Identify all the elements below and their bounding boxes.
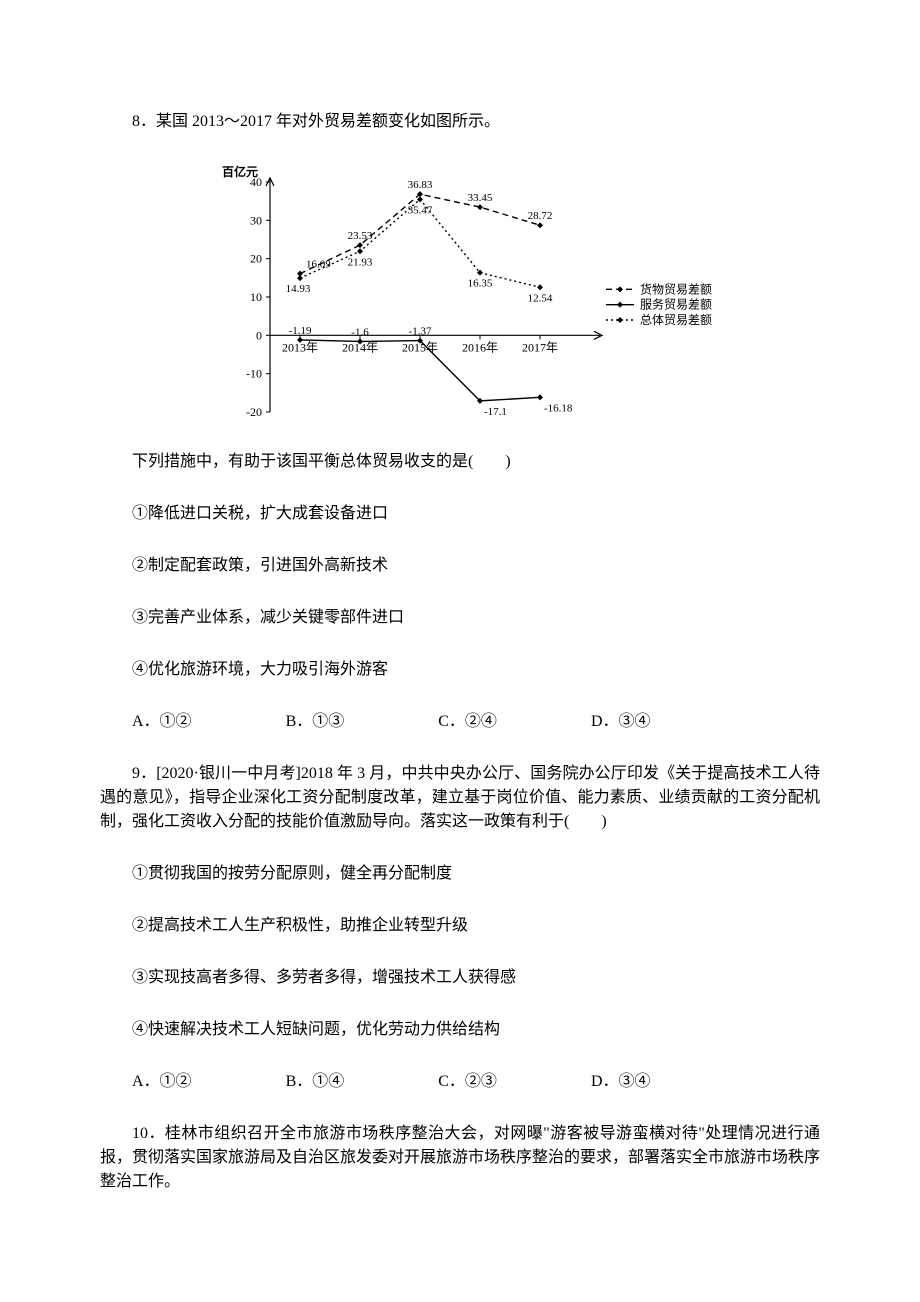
q8-prompt: 下列措施中，有助于该国平衡总体贸易收支的是( ) (100, 450, 820, 474)
svg-text:10: 10 (250, 290, 262, 304)
svg-text:20: 20 (250, 252, 262, 266)
q9-stem: 9．[2020·银川一中月考]2018 年 3 月，中共中央办公厅、国务院办公厅… (100, 762, 820, 834)
q8-chart: 百亿元-20-100102030402013年2014年2015年2016年20… (200, 162, 720, 422)
q8-options: A．①② B．①③ C．②④ D．③④ (100, 710, 820, 734)
svg-text:40: 40 (250, 175, 262, 189)
q9-options: A．①② B．①④ C．②③ D．③④ (100, 1070, 820, 1094)
svg-text:28.72: 28.72 (528, 210, 553, 222)
svg-text:服务贸易差额: 服务贸易差额 (640, 297, 712, 312)
svg-text:36.83: 36.83 (408, 179, 433, 191)
svg-text:-1.19: -1.19 (289, 325, 312, 337)
svg-text:33.45: 33.45 (468, 192, 493, 204)
svg-text:-17.1: -17.1 (484, 406, 507, 418)
svg-text:2017年: 2017年 (522, 340, 558, 354)
q10-stem: 10．桂林市组织召开全市旅游市场秩序整治大会，对网曝"游客被导游蛮横对待"处理情… (100, 1122, 820, 1194)
q8-item-2: ②制定配套政策，引进国外高新技术 (100, 554, 820, 578)
q8-option-b: B．①③ (286, 710, 345, 734)
q8-item-4: ④优化旅游环境，大力吸引海外游客 (100, 658, 820, 682)
svg-text:货物贸易差额: 货物贸易差额 (640, 281, 712, 296)
svg-text:35.47: 35.47 (408, 204, 433, 216)
q8-stem: 8．某国 2013～2017 年对外贸易差额变化如图所示。 (100, 110, 820, 134)
svg-text:16.09: 16.09 (306, 259, 331, 271)
q9-option-c: C．②③ (438, 1070, 497, 1094)
svg-text:23.53: 23.53 (348, 230, 373, 242)
svg-text:总体贸易差额: 总体贸易差额 (640, 313, 712, 327)
svg-text:16.35: 16.35 (468, 278, 493, 290)
svg-text:30: 30 (250, 213, 262, 227)
svg-text:2016年: 2016年 (462, 340, 498, 354)
q8-option-c: C．②④ (438, 710, 497, 734)
svg-text:21.93: 21.93 (348, 256, 373, 268)
q8-option-d: D．③④ (591, 710, 651, 734)
q9-option-b: B．①④ (286, 1070, 345, 1094)
q9-item-3: ③实现技高者多得、多劳者多得，增强技术工人获得感 (100, 966, 820, 990)
q8-option-a: A．①② (132, 710, 192, 734)
svg-text:-1.37: -1.37 (409, 326, 432, 338)
svg-text:-10: -10 (246, 367, 262, 381)
svg-text:14.93: 14.93 (286, 283, 311, 295)
q9-option-a: A．①② (132, 1070, 192, 1094)
page: 8．某国 2013～2017 年对外贸易差额变化如图所示。 百亿元-20-100… (0, 0, 920, 1282)
svg-text:12.54: 12.54 (528, 292, 553, 304)
svg-text:-20: -20 (246, 405, 262, 419)
q8-item-3: ③完善产业体系，减少关键零部件进口 (100, 606, 820, 630)
svg-text:-16.18: -16.18 (544, 402, 573, 414)
q9-option-d: D．③④ (591, 1070, 651, 1094)
q9-item-1: ①贯彻我国的按劳分配原则，健全再分配制度 (100, 862, 820, 886)
q8-item-1: ①降低进口关税，扩大成套设备进口 (100, 502, 820, 526)
q9-item-4: ④快速解决技术工人短缺问题，优化劳动力供给结构 (100, 1018, 820, 1042)
svg-text:0: 0 (256, 328, 262, 342)
svg-text:-1.6: -1.6 (351, 326, 369, 338)
q9-item-2: ②提高技术工人生产积极性，助推企业转型升级 (100, 914, 820, 938)
